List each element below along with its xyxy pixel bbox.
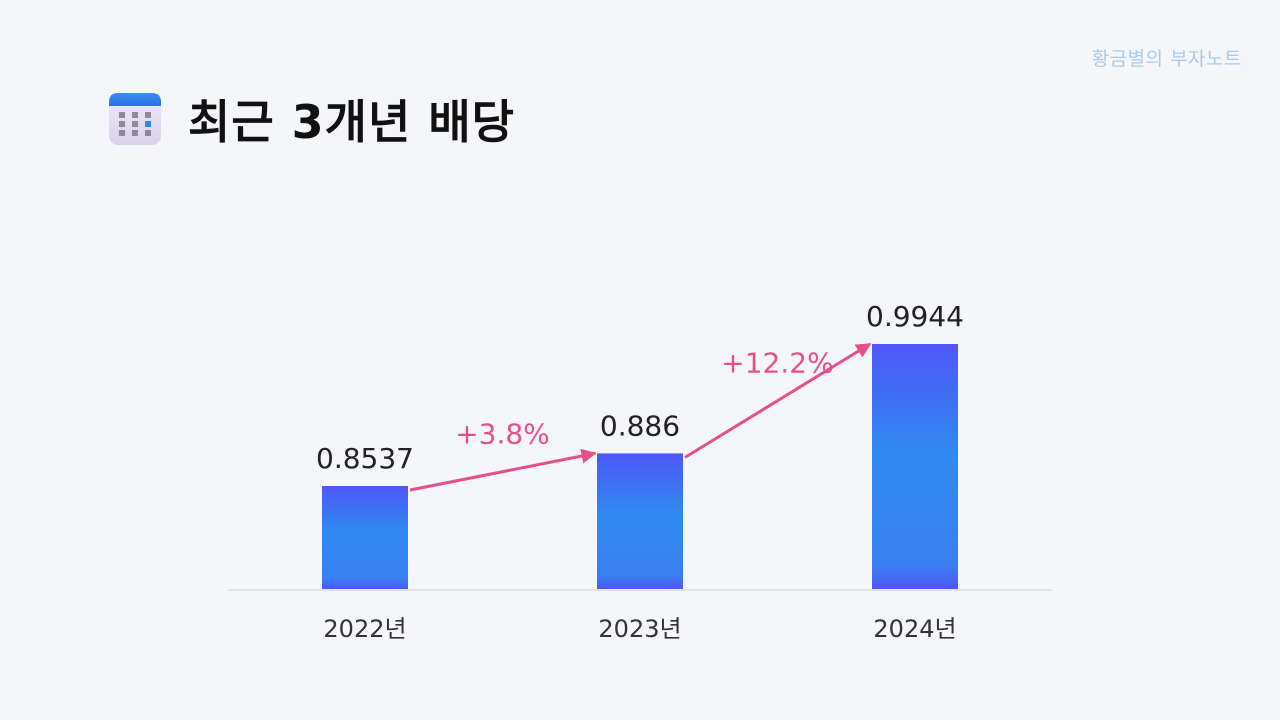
x-tick-label: 2024년 [873, 615, 956, 643]
bar-2022년 [322, 486, 408, 589]
calendar-icon [109, 93, 161, 145]
change-label: +12.2% [721, 347, 833, 380]
value-label: 0.886 [600, 409, 680, 442]
change-arrow [684, 342, 872, 459]
value-label: 0.8537 [316, 442, 414, 475]
x-tick-label: 2022년 [323, 615, 406, 643]
bar-2023년 [597, 453, 683, 589]
x-tick-label: 2023년 [598, 615, 681, 643]
header: 최근 3개년 배당 [108, 86, 515, 152]
change-label: +3.8% [455, 418, 550, 451]
bar-2024년 [872, 344, 958, 589]
page-title: 최근 3개년 배당 [188, 95, 515, 149]
change-arrow [409, 448, 597, 492]
watermark: 황금별의 부자노트 [1091, 48, 1242, 70]
value-label: 0.9944 [866, 300, 964, 333]
